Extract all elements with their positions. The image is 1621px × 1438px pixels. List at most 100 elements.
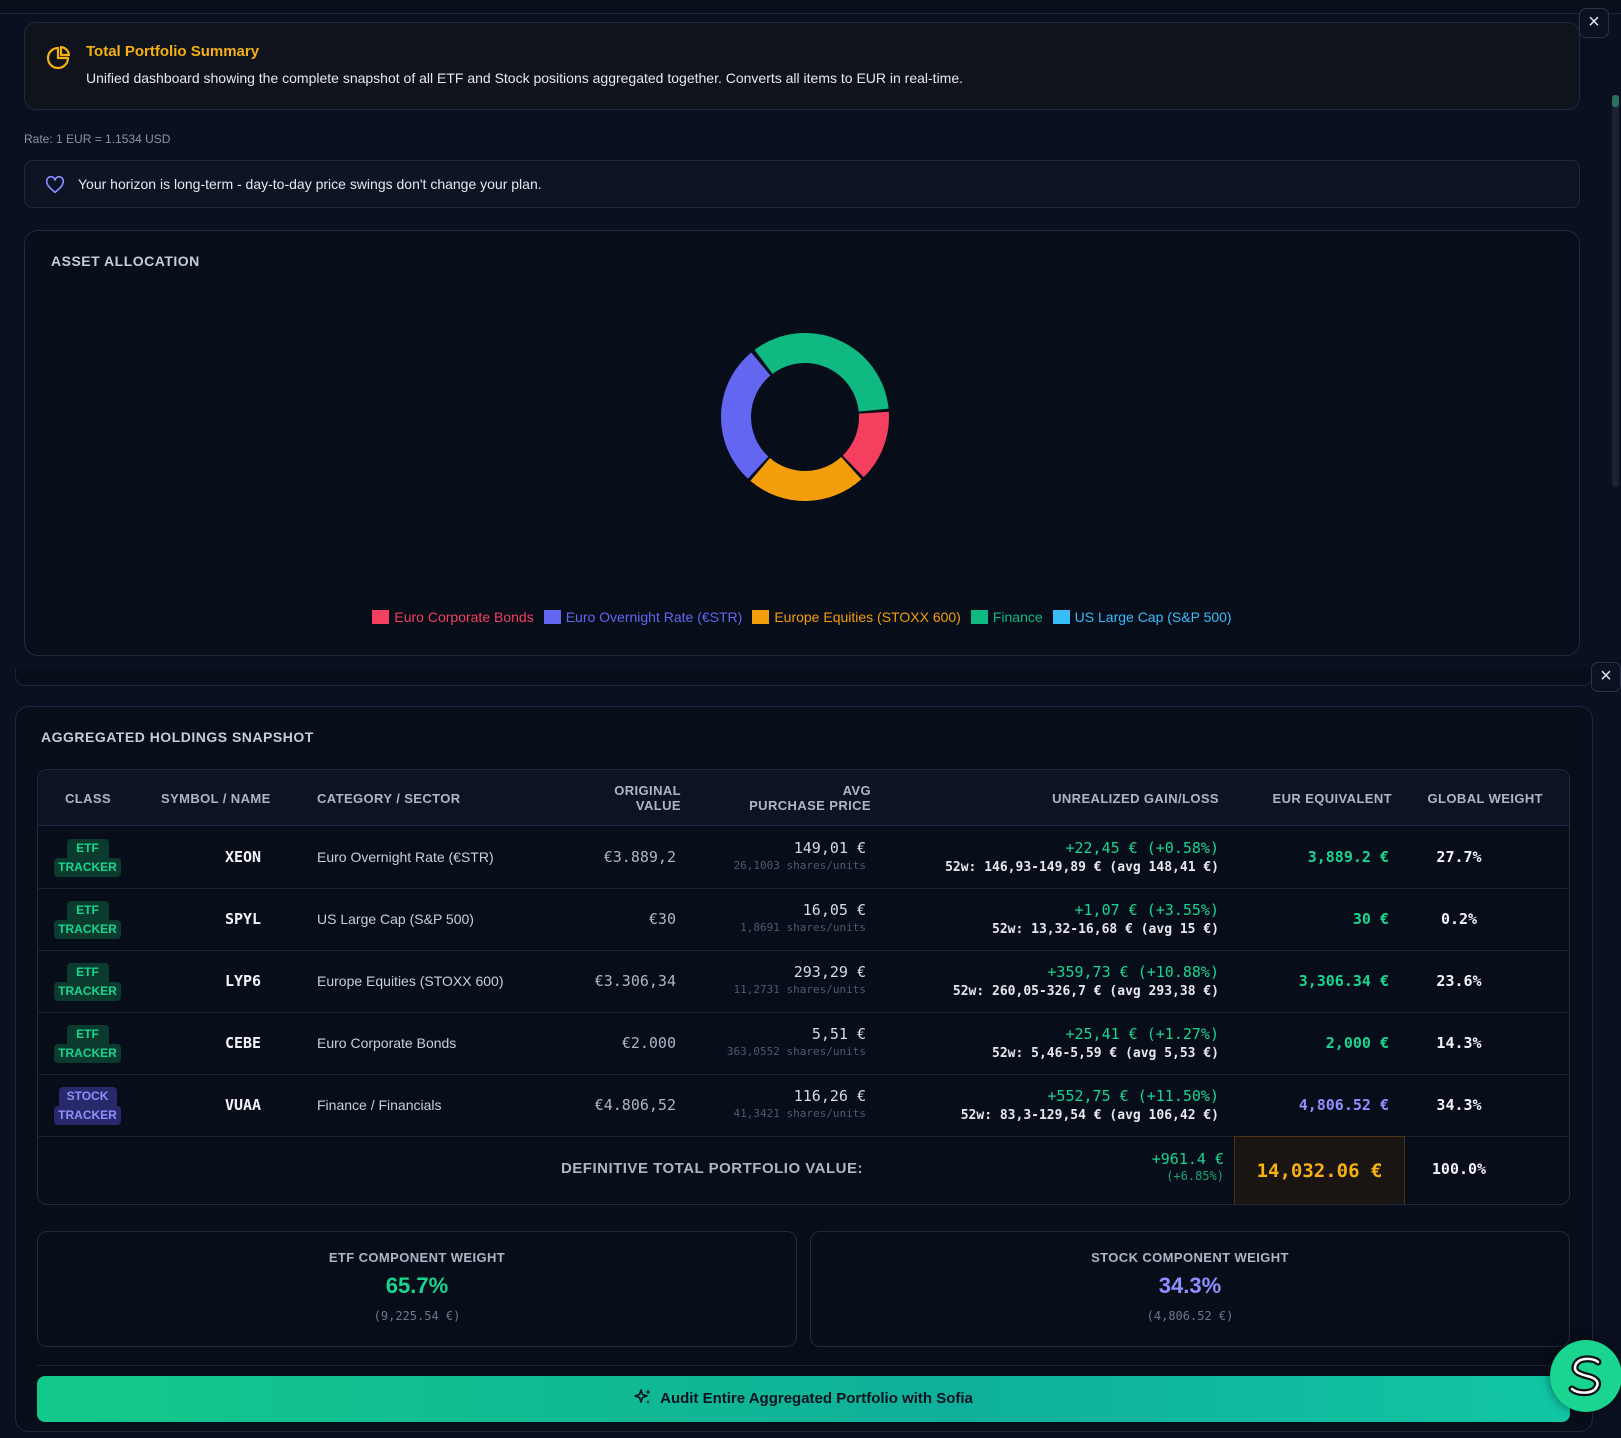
close-summary-button[interactable]: × <box>1579 8 1609 38</box>
avg-price: 116,26 € <box>793 1087 866 1105</box>
gain-value: +25,41 € (+1.27%) <box>1065 1025 1219 1043</box>
header-original-line1: ORIGINAL <box>614 783 681 798</box>
symbol: SPYL <box>224 910 262 928</box>
eur-equivalent: 30 € <box>1352 910 1389 928</box>
avg-price: 149,01 € <box>793 839 866 857</box>
class-badge: ETF TRACKER <box>54 901 121 939</box>
global-weight: 23.6% <box>1436 972 1482 990</box>
donut-slice-euro-overnight-rate-str[interactable] <box>721 352 771 479</box>
eur-equivalent: 3,889.2 € <box>1307 848 1389 866</box>
global-weight: 34.3% <box>1436 1096 1482 1114</box>
eur-equivalent: 2,000 € <box>1325 1034 1389 1052</box>
heart-icon <box>45 176 65 194</box>
avg-purchase-price: 5,51 € 363,0552 shares/units <box>727 1025 866 1058</box>
original-value: €2.000 <box>621 1034 676 1052</box>
avg-price: 293,29 € <box>793 963 866 981</box>
summary-title: Total Portfolio Summary <box>86 43 260 60</box>
units: 1,8691 shares/units <box>740 921 866 934</box>
units: 11,2731 shares/units <box>733 983 866 996</box>
table-row[interactable]: ETF TRACKER CEBE Euro Corporate Bonds €2.… <box>38 1013 1569 1075</box>
global-weight: 14.3% <box>1436 1034 1482 1052</box>
avg-price: 16,05 € <box>802 901 866 919</box>
global-weight: 27.7% <box>1436 848 1482 866</box>
gain-value: +359,73 € (+10.88%) <box>1047 963 1219 981</box>
legend-swatch <box>543 610 561 624</box>
legend-item[interactable]: US Large Cap (S&P 500) <box>1052 609 1232 625</box>
units: 26,1003 shares/units <box>733 859 866 872</box>
header-gain: UNREALIZED GAIN/LOSS <box>1052 791 1219 806</box>
eur-equivalent: 4,806.52 € <box>1298 1096 1389 1114</box>
pie-chart-icon <box>46 45 71 70</box>
donut-slice-finance[interactable] <box>754 333 889 412</box>
original-value: €3.889,2 <box>603 848 676 866</box>
gain-value: +552,75 € (+11.50%) <box>1047 1087 1219 1105</box>
total-weight: 100.0% <box>1431 1160 1487 1178</box>
table-row[interactable]: ETF TRACKER LYP6 Europe Equities (STOXX 6… <box>38 951 1569 1013</box>
badge-type: ETF <box>66 839 109 858</box>
badge-tracker: TRACKER <box>54 1106 121 1125</box>
class-badge: STOCK TRACKER <box>54 1087 121 1125</box>
badge-tracker: TRACKER <box>54 982 121 1001</box>
52w-range: 52w: 5,46-5,59 € (avg 5,53 €) <box>992 1046 1219 1061</box>
52w-range: 52w: 83,3-129,54 € (avg 106,42 €) <box>960 1108 1219 1123</box>
etf-component-sub: (9,225.54 €) <box>373 1309 461 1323</box>
legend-item[interactable]: Europe Equities (STOXX 600) <box>752 609 961 625</box>
total-eur-value: 14,032.06 € <box>1234 1136 1405 1204</box>
table-row[interactable]: ETF TRACKER SPYL US Large Cap (S&P 500) €… <box>38 889 1569 951</box>
sofia-assistant-button[interactable] <box>1550 1340 1621 1412</box>
audit-portfolio-button[interactable]: Audit Entire Aggregated Portfolio with S… <box>37 1376 1570 1422</box>
symbol: LYP6 <box>224 972 262 990</box>
table-row[interactable]: STOCK TRACKER VUAA Finance / Financials €… <box>38 1075 1569 1137</box>
stock-component-sub: (4,806.52 €) <box>1146 1309 1234 1323</box>
avg-purchase-price: 16,05 € 1,8691 shares/units <box>740 901 866 934</box>
donut-slice-europe-equities-stoxx-600[interactable] <box>750 457 862 501</box>
symbol: VUAA <box>224 1096 262 1114</box>
legend-label: Euro Corporate Bonds <box>394 609 534 625</box>
unrealized-gain: +1,07 € (+3.55%) 52w: 13,32-16,68 € (avg … <box>992 901 1219 937</box>
sparkles-icon <box>634 1389 652 1404</box>
unrealized-gain: +22,45 € (+0.58%) 52w: 146,93-149,89 € (a… <box>945 839 1219 875</box>
header-symbol: SYMBOL / NAME <box>161 791 271 806</box>
stock-component-value: 34.3% <box>1158 1273 1222 1298</box>
audit-button-label: Audit Entire Aggregated Portfolio with S… <box>660 1390 973 1407</box>
table-row[interactable]: ETF TRACKER XEON Euro Overnight Rate (€ST… <box>38 827 1569 889</box>
units: 363,0552 shares/units <box>726 1045 866 1058</box>
header-original: ORIGINAL VALUE <box>614 783 681 813</box>
original-value: €4.806,52 <box>594 1096 676 1114</box>
badge-type: STOCK <box>58 1087 117 1106</box>
category: Finance / Financials <box>317 1097 442 1113</box>
stock-component-title: STOCK COMPONENT WEIGHT <box>1091 1250 1289 1265</box>
avg-price: 5,51 € <box>811 1025 866 1043</box>
close-holdings-button[interactable]: × <box>1591 662 1621 692</box>
horizon-text: Your horizon is long-term - day-to-day p… <box>78 176 542 192</box>
scrollbar[interactable] <box>1612 95 1619 487</box>
header-weight: GLOBAL WEIGHT <box>1427 791 1543 806</box>
symbol: CEBE <box>224 1034 262 1052</box>
class-badge: ETF TRACKER <box>54 1025 121 1063</box>
donut-slice-euro-corporate-bonds[interactable] <box>842 411 889 478</box>
legend-item[interactable]: Finance <box>970 609 1043 625</box>
legend-item[interactable]: Euro Overnight Rate (€STR) <box>543 609 742 625</box>
avg-purchase-price: 149,01 € 26,1003 shares/units <box>734 839 866 872</box>
legend-label: US Large Cap (S&P 500) <box>1074 609 1232 625</box>
total-row: DEFINITIVE TOTAL PORTFOLIO VALUE: +961.4… <box>38 1136 1569 1204</box>
badge-type: ETF <box>66 963 109 982</box>
audit-separator <box>37 1365 1570 1366</box>
top-strip <box>0 0 1621 14</box>
eur-equivalent: 3,306.34 € <box>1298 972 1389 990</box>
unrealized-gain: +552,75 € (+11.50%) 52w: 83,3-129,54 € (a… <box>961 1087 1219 1123</box>
header-class: CLASS <box>65 791 112 806</box>
gain-value: +1,07 € (+3.55%) <box>1074 901 1220 919</box>
category: US Large Cap (S&P 500) <box>317 911 474 927</box>
holdings-table: CLASS SYMBOL / NAME CATEGORY / SECTOR OR… <box>37 769 1570 1205</box>
legend-item[interactable]: Euro Corporate Bonds <box>372 609 534 625</box>
badge-tracker: TRACKER <box>54 858 121 877</box>
etf-component-title: ETF COMPONENT WEIGHT <box>328 1250 506 1265</box>
summary-description: Unified dashboard showing the complete s… <box>86 70 964 86</box>
etf-component-value: 65.7% <box>385 1273 449 1298</box>
total-label: DEFINITIVE TOTAL PORTFOLIO VALUE: <box>560 1160 863 1177</box>
original-value: €3.306,34 <box>594 972 676 990</box>
header-eur: EUR EQUIVALENT <box>1272 791 1392 806</box>
etf-component-card: ETF COMPONENT WEIGHT 65.7% (9,225.54 €) <box>37 1231 797 1347</box>
category: Euro Corporate Bonds <box>317 1035 457 1051</box>
